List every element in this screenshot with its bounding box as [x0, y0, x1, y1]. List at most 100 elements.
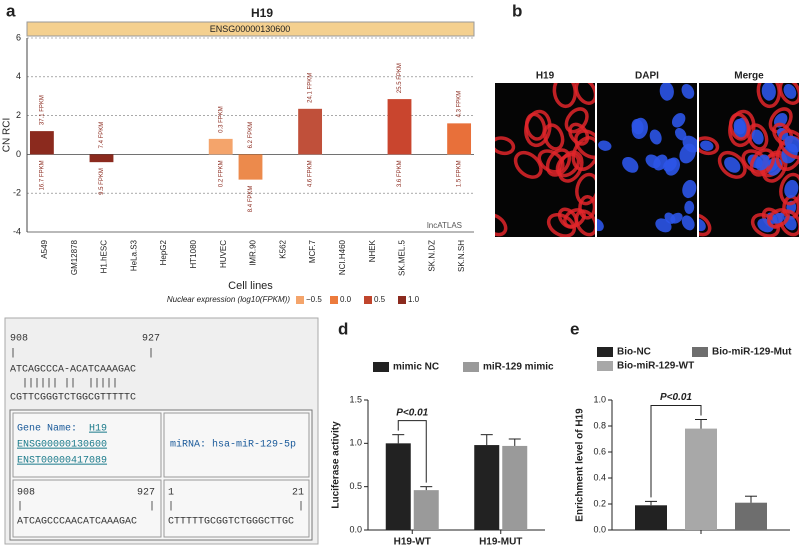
y-tick-label: 2 [16, 110, 21, 120]
fpkm-label: 0.2 FPKM [218, 160, 224, 187]
x-tick-label: H19-WT [394, 537, 431, 548]
x-tick-label: MCF.7 [308, 239, 317, 263]
legend-label: −0.5 [306, 295, 322, 304]
y-tick-label: 0 [16, 149, 21, 159]
y-tick-label: 0.0 [593, 524, 606, 534]
nucleus [674, 127, 687, 141]
legend-swatch [330, 296, 338, 304]
bar [735, 502, 767, 530]
header-band [26, 21, 475, 37]
gene-link[interactable]: H19 [89, 424, 107, 435]
cytoplasm [524, 112, 547, 141]
legend-label: miR-129 mimic [483, 362, 554, 373]
fpkm-label: 37.1 FPKM [39, 95, 45, 125]
sequence: ATCAGCCCAACATCAAAGAC [17, 517, 137, 528]
nucleus [622, 156, 639, 173]
cytoplasm [543, 123, 565, 151]
nucleus [755, 154, 770, 171]
bar [238, 154, 263, 180]
cytoplasm [728, 112, 751, 141]
cytoplasm [779, 172, 799, 206]
x-tick-label: IMR.90 [249, 239, 258, 265]
y-tick-label: 1.0 [349, 438, 362, 448]
gene-id-link[interactable]: ENSG00000130600 [17, 440, 107, 451]
cytoplasm [699, 213, 712, 237]
legend-swatch [296, 296, 304, 304]
panel-letter: a [6, 1, 16, 20]
cytoplasm [578, 195, 595, 220]
panel-letter: e [570, 319, 579, 338]
fpkm-label: 7.4 FPKM [99, 122, 105, 149]
x-tick-label: NHEK [368, 239, 377, 262]
cell [12, 412, 162, 478]
nucleus [783, 84, 797, 99]
nucleus [659, 83, 674, 101]
position: 1 [168, 488, 174, 499]
cytoplasm [574, 83, 595, 105]
cytoplasm [513, 150, 543, 179]
y-tick-label: 4 [16, 71, 21, 81]
nucleus [700, 140, 714, 151]
y-tick-label: 0.4 [593, 472, 606, 482]
y-tick-label: 1.0 [593, 394, 606, 404]
nucleus [655, 218, 672, 233]
y-tick-label: 0.6 [593, 446, 606, 456]
cells [597, 83, 697, 233]
y-tick-label: -4 [13, 226, 21, 236]
bar: | [149, 501, 155, 513]
x-tick-label: SK.N.DZ [427, 240, 436, 272]
nucleus [670, 212, 683, 224]
nucleus [664, 157, 681, 176]
sequence: ATCAGCCCA-ACATCAAAGAC [10, 365, 136, 376]
nucleus [682, 135, 697, 153]
legend-swatch [398, 296, 406, 304]
legend-label: Bio-miR-129-WT [617, 361, 694, 372]
panel-letter: d [338, 319, 348, 338]
error-bar [645, 500, 657, 506]
bar: | [148, 348, 154, 360]
error-bar [480, 434, 493, 446]
cytoplasm [717, 150, 747, 179]
bar [387, 99, 412, 155]
x-axis-label: Cell lines [228, 280, 273, 292]
chart-title: H19 [251, 6, 273, 20]
bar: | [17, 501, 23, 513]
nucleus [772, 212, 785, 224]
nucleus [682, 179, 697, 199]
position: 21 [292, 488, 304, 499]
x-tick-label: GM12878 [70, 239, 79, 275]
bar [89, 154, 114, 163]
cytoplasm [778, 83, 799, 105]
bar [685, 428, 717, 530]
fpkm-label: 1.5 FPKM [457, 160, 463, 187]
fpkm-label: 9.5 FPKM [99, 168, 105, 195]
error-bar [745, 495, 757, 503]
position: 908 [10, 334, 28, 345]
bar: | [10, 348, 16, 360]
error-bar [420, 486, 433, 491]
x-tick-label: H19-MUT [479, 537, 522, 548]
legend-swatch [373, 362, 389, 372]
cytoplasm [749, 148, 776, 177]
nucleus [733, 118, 746, 135]
gene-label: Gene Name: [17, 424, 83, 435]
position: 927 [142, 334, 160, 345]
legend-label: 1.0 [408, 295, 420, 304]
y-tick-label: 0.5 [349, 481, 362, 491]
transcript-link[interactable]: ENST00000417089 [17, 456, 107, 467]
bar [635, 505, 667, 530]
cytoplasm [767, 208, 790, 229]
annotation: P<0.01 [396, 407, 428, 418]
y-tick-label: 1.5 [349, 394, 362, 404]
cytoplasm [495, 136, 516, 156]
fpkm-label: 6.2 FPKM [248, 122, 254, 149]
cytoplasm [571, 136, 595, 172]
legend-label: Bio-NC [617, 347, 651, 358]
bar [413, 490, 439, 530]
legend-label: mimic NC [393, 362, 439, 373]
bar [29, 131, 54, 155]
image-label: DAPI [635, 71, 659, 82]
bar: | [298, 501, 304, 513]
cytoplasm [545, 148, 572, 177]
fpkm-label: 8.4 FPKM [248, 186, 254, 213]
